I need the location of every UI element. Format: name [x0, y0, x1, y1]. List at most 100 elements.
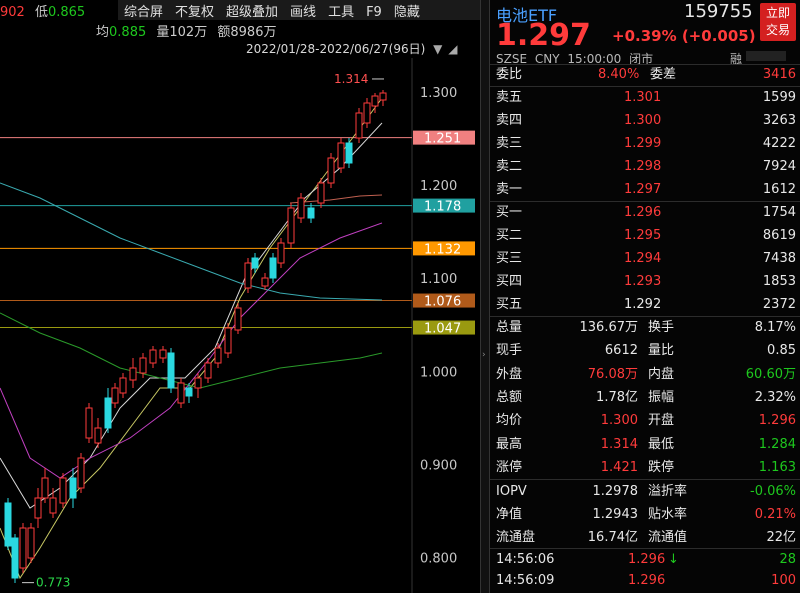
security-code: 159755: [684, 1, 753, 22]
y-tick-label: 0.900: [420, 458, 457, 473]
ask-label: 卖一: [496, 182, 523, 197]
stat-value: 1.314: [600, 436, 638, 452]
candle-body: [129, 367, 137, 381]
menu-f9[interactable]: F9: [366, 5, 382, 20]
low-label: 低: [34, 5, 48, 20]
stats-row: 外盘 76.08万 内盘 60.60万: [490, 363, 800, 386]
candle-body: [94, 427, 102, 444]
ask-price: 1.300: [624, 113, 662, 128]
order-ratio-value: 8.40%: [598, 67, 640, 82]
stat-label-2: 跌停: [648, 459, 675, 475]
candlestick-chart[interactable]: 1.300 1.200 1.100 1.000 0.900 0.800 1.251 1.178…: [0, 58, 480, 593]
ask-price: 1.298: [624, 159, 662, 174]
fund-value-2: -0.06%: [750, 484, 796, 499]
candle-body: [119, 377, 127, 394]
moving-average-line: [0, 222, 383, 479]
candle-body: [371, 95, 379, 107]
menu-no-adjust[interactable]: 不复权: [175, 5, 215, 20]
candle-body: [149, 349, 157, 364]
chart-toolbar: 902 低0.865 综合屏 不复权 超级叠加 画线 工具 F9 隐藏: [0, 0, 480, 20]
currency: CNY: [534, 52, 560, 66]
fund-row: IOPV 1.2978 溢折率 -0.06%: [490, 480, 800, 503]
order-ratio-label: 委比: [496, 67, 523, 82]
menu-tools[interactable]: 工具: [328, 5, 355, 20]
ask-volume: 1612: [762, 182, 796, 197]
low-value: 0.865: [47, 5, 86, 20]
stat-label-2: 最低: [648, 436, 675, 452]
bid-price: 1.292: [624, 297, 662, 312]
price-level-tag: [413, 198, 475, 213]
tick-volume: 100: [771, 573, 796, 588]
candle-body: [185, 387, 193, 397]
stats-row: 涨停 1.421 跌停 1.163: [490, 456, 800, 479]
ask-row: 卖五 1.301 1599: [490, 86, 800, 109]
tick-time: 14:56:06: [496, 552, 555, 567]
menu-draw-line[interactable]: 画线: [290, 5, 317, 20]
price-change: +0.39% (+0.005): [612, 27, 756, 45]
ask-row: 卖四 1.300 3263: [490, 109, 800, 132]
stat-label: 涨停: [496, 459, 523, 475]
stat-value: 1.78亿: [596, 389, 638, 405]
ask-row: 卖三 1.299 4222: [490, 132, 800, 155]
stats-row: 总量 136.67万 换手 8.17%: [490, 316, 800, 339]
bid-volume: 8619: [762, 228, 796, 243]
menu-composite[interactable]: 综合屏: [124, 5, 164, 20]
stat-label: 现手: [496, 343, 523, 359]
candle-body: [77, 457, 85, 489]
chevron-down-icon[interactable]: ▼: [433, 42, 443, 56]
margin-tag: 融: [730, 52, 743, 66]
menu-hide[interactable]: 隐藏: [393, 5, 420, 20]
amt-value: 8986万: [230, 25, 277, 40]
ask-row: 卖一 1.297 1612: [490, 178, 800, 201]
menu-super-overlay[interactable]: 超级叠加: [226, 5, 279, 20]
candle-body: [69, 477, 77, 499]
price-level-tag: [413, 320, 475, 335]
price-level-label: 1.132: [424, 242, 461, 257]
security-name[interactable]: 电池ETF: [496, 6, 558, 25]
stat-value: 1.300: [600, 413, 638, 429]
ask-label: 卖五: [496, 90, 523, 105]
moving-average-line: [0, 97, 383, 580]
bid-row: 买五 1.292 2372: [490, 293, 800, 316]
tick-row: 14:56:09 1.296 100: [490, 570, 800, 591]
date-range[interactable]: 2022/01/28-2022/06/27(96日) ▼ ◢: [246, 40, 457, 57]
stat-label-2: 换手: [648, 320, 675, 335]
moving-average-line: [289, 194, 383, 204]
stats-row: 均价 1.300 开盘 1.296: [490, 409, 800, 432]
candle-body: [41, 477, 49, 499]
bid-label: 买一: [496, 205, 523, 220]
candle-body: [307, 207, 315, 219]
candle-body: [327, 157, 335, 184]
fund-label-2: 流通值: [648, 530, 688, 545]
fund-label-2: 溢折率: [648, 484, 688, 499]
candle-body: [261, 277, 269, 287]
candle-body: [177, 382, 185, 404]
candle-body: [139, 357, 147, 374]
candle-body: [194, 377, 202, 389]
trade-button[interactable]: 立即 交易: [760, 3, 796, 41]
tick-row: 14:56:06 1.296 ↓ 28: [490, 549, 800, 570]
quote-panel: 电池ETF 159755 立即 交易 1.297 +0.39% (+0.005)…: [490, 0, 800, 593]
stat-label-2: 振幅: [648, 389, 675, 405]
bid-label: 买四: [496, 274, 523, 289]
candle-body: [379, 92, 387, 101]
tick-price: 1.296: [628, 573, 666, 588]
candle-body: [34, 497, 42, 519]
fund-value: 1.2943: [592, 507, 639, 522]
stat-label: 总额: [496, 389, 523, 405]
settings-triangle-icon[interactable]: ◢: [448, 42, 458, 56]
bid-volume: 2372: [762, 297, 796, 312]
ask-volume: 7924: [762, 159, 796, 174]
vol-label: 量: [156, 25, 170, 40]
stat-value-2: 1.163: [758, 459, 796, 475]
ask-volume: 1599: [762, 90, 796, 105]
candle-body: [59, 477, 67, 504]
candle-body: [251, 257, 259, 269]
candle-body: [4, 502, 12, 547]
candle-body: [214, 347, 222, 364]
stat-value: 1.421: [600, 459, 638, 475]
tick-time: 14:56:09: [496, 573, 555, 588]
y-tick-label: 1.200: [420, 179, 457, 194]
panel-divider[interactable]: ›: [480, 0, 490, 593]
collapse-arrow-icon[interactable]: ›: [482, 350, 486, 360]
